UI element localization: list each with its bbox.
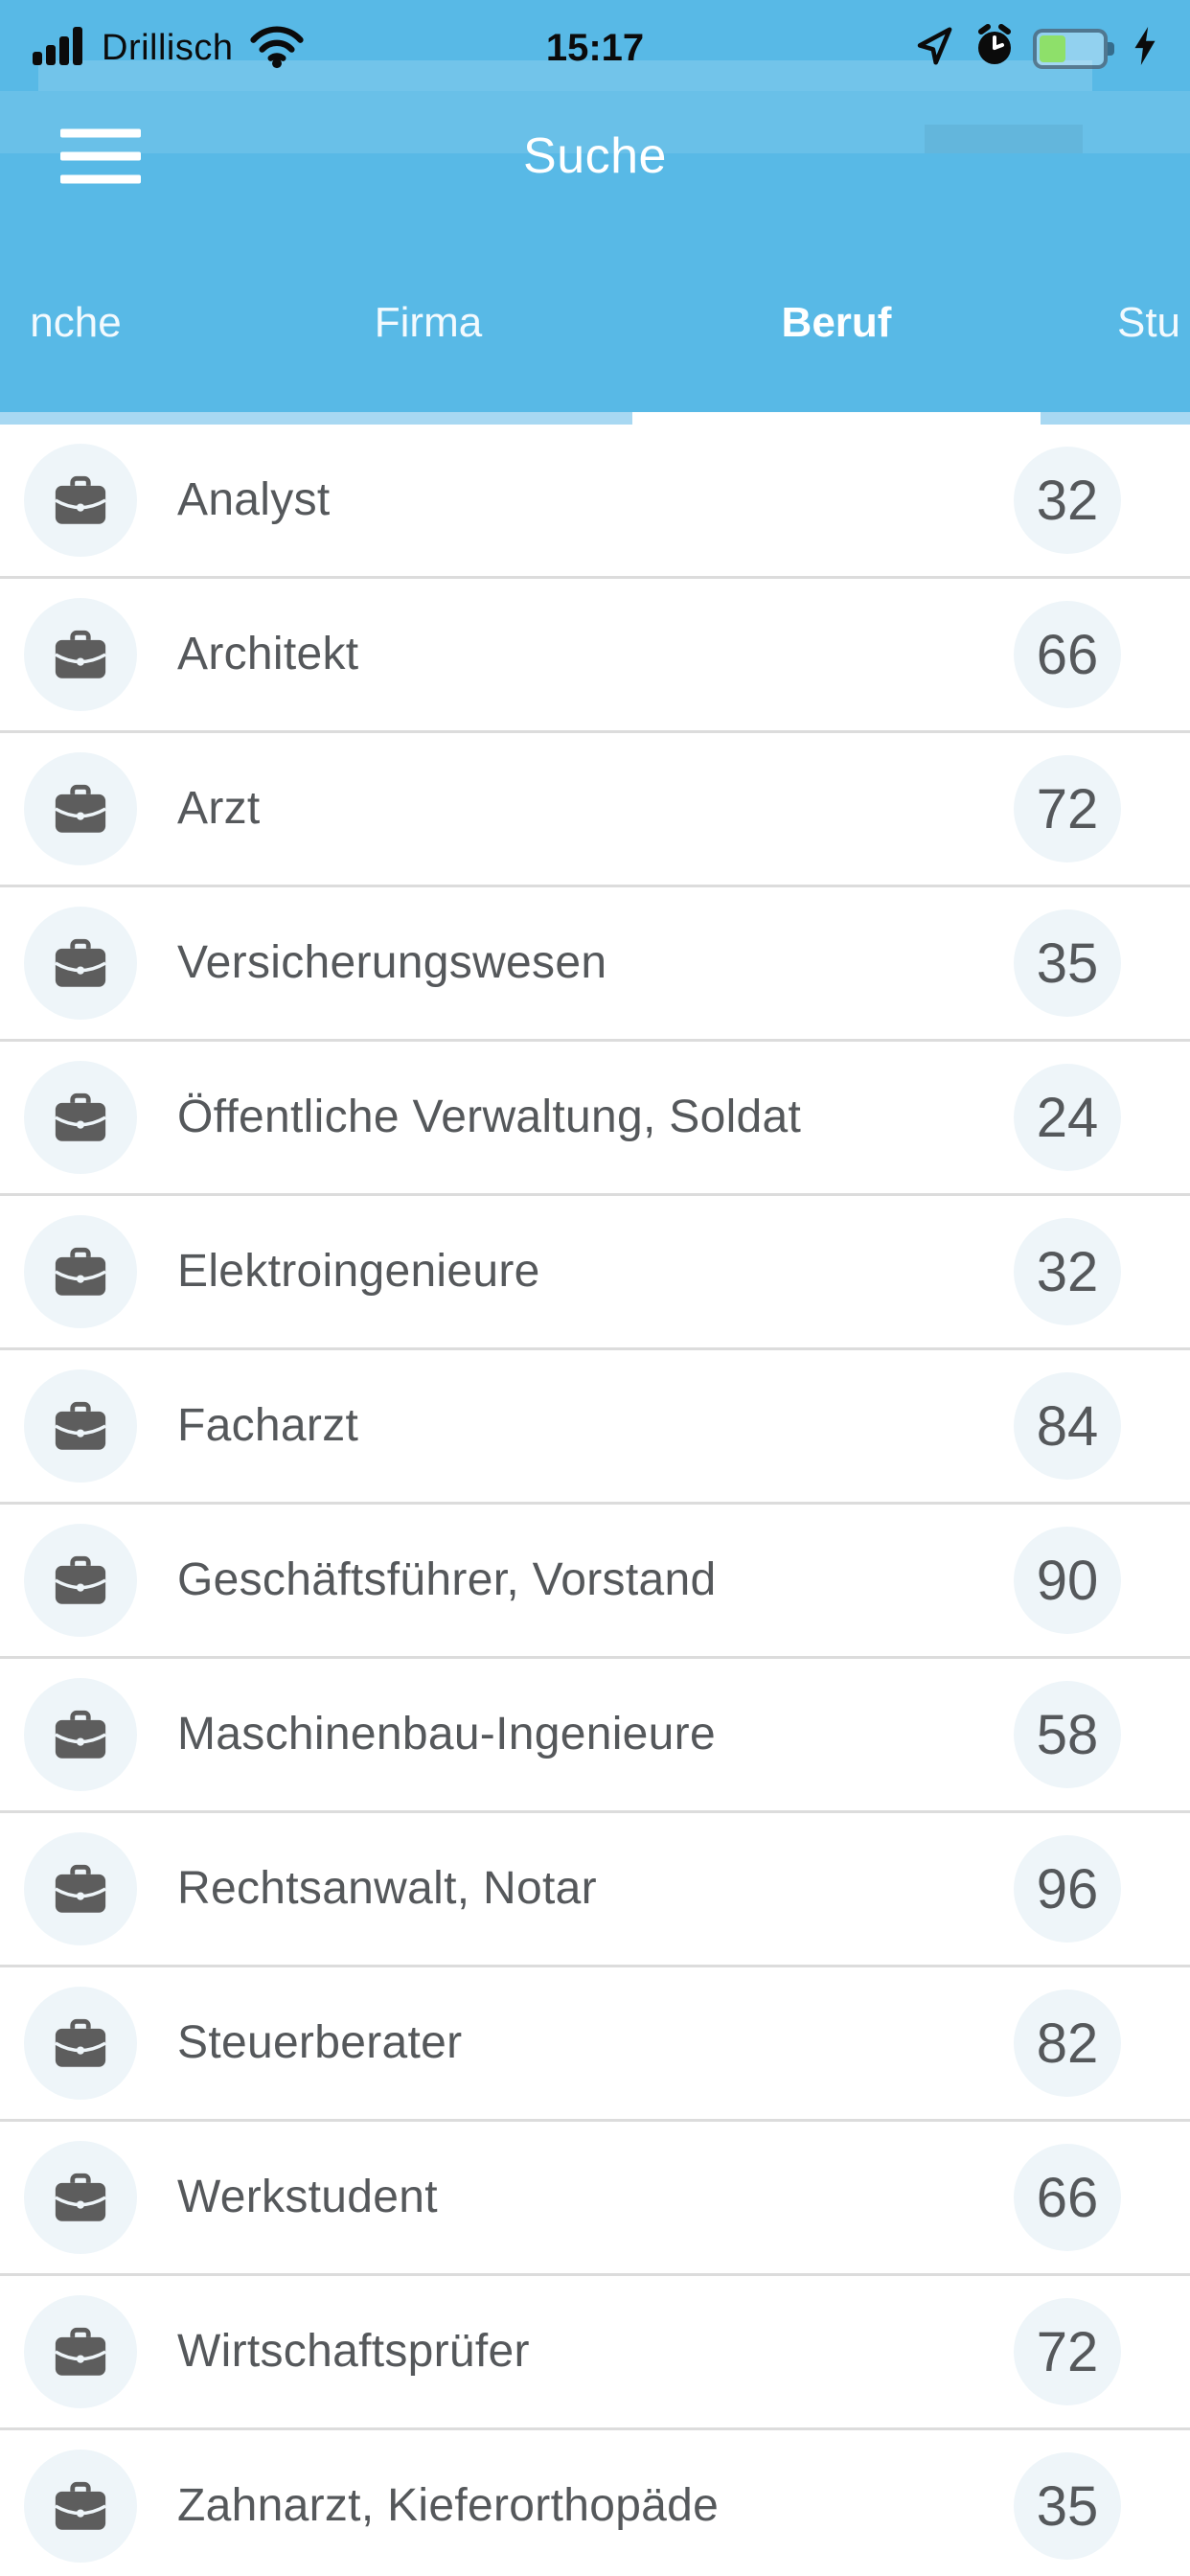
profession-row[interactable]: Geschäftsführer, Vorstand 90 <box>0 1505 1190 1659</box>
profession-count-badge: 82 <box>1014 1990 1121 2097</box>
briefcase-icon <box>24 1215 137 1328</box>
profession-row[interactable]: Rechtsanwalt, Notar 96 <box>0 1813 1190 1967</box>
tab-label: Beruf <box>781 298 892 346</box>
tab-bar: nche Firma Beruf Stu <box>0 220 1190 425</box>
profession-count-badge: 58 <box>1014 1681 1121 1788</box>
profession-count-badge: 90 <box>1014 1527 1121 1634</box>
profession-list: Analyst 32 Architekt 66 Arzt 72 <box>0 425 1190 2576</box>
profession-count-badge: 32 <box>1014 447 1121 554</box>
profession-label: Geschäftsführer, Vorstand <box>177 1554 717 1605</box>
briefcase-icon <box>24 598 137 711</box>
nav-bar: Suche <box>0 91 1190 220</box>
profession-count-badge: 35 <box>1014 909 1121 1017</box>
profession-count-badge: 24 <box>1014 1064 1121 1171</box>
profession-count-badge: 72 <box>1014 755 1121 862</box>
profession-label: Versicherungswesen <box>177 937 607 988</box>
profession-row[interactable]: Maschinenbau-Ingenieure 58 <box>0 1659 1190 1813</box>
page-title: Suche <box>523 127 667 184</box>
tab-firma[interactable]: Firma <box>224 220 632 425</box>
profession-row[interactable]: Analyst 32 <box>0 425 1190 579</box>
alarm-clock-icon <box>972 23 1018 74</box>
cellular-signal-icon <box>33 25 86 72</box>
profession-label: Steuerberater <box>177 2017 463 2068</box>
profession-label: Architekt <box>177 629 359 679</box>
briefcase-icon <box>24 1987 137 2100</box>
tab-label: Stu <box>1116 298 1181 346</box>
briefcase-icon <box>24 444 137 557</box>
header-shade-notch <box>925 125 1083 153</box>
tab-row: nche Firma Beruf Stu <box>0 220 1190 425</box>
carrier-label: Drillisch <box>102 28 234 68</box>
battery-icon <box>1033 28 1114 69</box>
profession-row[interactable]: Wirtschaftsprüfer 72 <box>0 2276 1190 2430</box>
profession-label: Maschinenbau-Ingenieure <box>177 1709 716 1760</box>
profession-count-badge: 84 <box>1014 1372 1121 1480</box>
profession-label: Analyst <box>177 474 331 525</box>
tab-label: nche <box>30 298 122 346</box>
profession-row[interactable]: Zahnarzt, Kieferorthopäde 35 <box>0 2430 1190 2576</box>
tab-studium[interactable]: Stu <box>1041 220 1190 425</box>
profession-row[interactable]: Arzt 72 <box>0 733 1190 887</box>
tab-beruf[interactable]: Beruf <box>632 220 1041 425</box>
wifi-icon <box>249 23 305 74</box>
profession-row[interactable]: Elektroingenieure 32 <box>0 1196 1190 1350</box>
briefcase-icon <box>24 1061 137 1174</box>
status-bar: Drillisch 15:17 <box>0 0 1190 91</box>
tab-label: Firma <box>374 298 483 346</box>
battery-nub <box>1108 41 1114 56</box>
location-arrow-icon <box>912 24 956 73</box>
profession-count-badge: 35 <box>1014 2452 1121 2560</box>
briefcase-icon <box>24 1369 137 1483</box>
charging-bolt-icon <box>1133 27 1157 70</box>
briefcase-icon <box>24 1832 137 1945</box>
profession-count-badge: 66 <box>1014 601 1121 708</box>
briefcase-icon <box>24 752 137 865</box>
profession-row[interactable]: Versicherungswesen 35 <box>0 887 1190 1042</box>
profession-row[interactable]: Werkstudent 66 <box>0 2122 1190 2276</box>
profession-label: Werkstudent <box>177 2172 438 2222</box>
briefcase-icon <box>24 1524 137 1637</box>
profession-count-badge: 72 <box>1014 2298 1121 2405</box>
briefcase-icon <box>24 2295 137 2408</box>
battery-fill <box>1040 34 1065 62</box>
app-header: Drillisch 15:17 <box>0 0 1190 425</box>
briefcase-icon <box>24 2450 137 2563</box>
profession-count-badge: 96 <box>1014 1835 1121 1943</box>
profession-row[interactable]: Öffentliche Verwaltung, Soldat 24 <box>0 1042 1190 1196</box>
profession-label: Elektroingenieure <box>177 1246 540 1297</box>
briefcase-icon <box>24 2141 137 2254</box>
tab-branche[interactable]: nche <box>0 220 224 425</box>
profession-label: Facharzt <box>177 1400 359 1451</box>
profession-row[interactable]: Architekt 66 <box>0 579 1190 733</box>
profession-label: Rechtsanwalt, Notar <box>177 1863 597 1914</box>
briefcase-icon <box>24 1678 137 1791</box>
profession-label: Arzt <box>177 783 261 834</box>
profession-label: Wirtschaftsprüfer <box>177 2326 530 2377</box>
header-highlight-band <box>38 60 1092 91</box>
profession-count-badge: 66 <box>1014 2144 1121 2251</box>
profession-label: Öffentliche Verwaltung, Soldat <box>177 1092 802 1142</box>
profession-label: Zahnarzt, Kieferorthopäde <box>177 2480 720 2531</box>
profession-row[interactable]: Facharzt 84 <box>0 1350 1190 1505</box>
menu-hamburger-icon[interactable] <box>60 128 141 183</box>
header-highlight-band-2 <box>0 91 1190 153</box>
profession-row[interactable]: Steuerberater 82 <box>0 1967 1190 2122</box>
briefcase-icon <box>24 907 137 1020</box>
profession-count-badge: 32 <box>1014 1218 1121 1325</box>
